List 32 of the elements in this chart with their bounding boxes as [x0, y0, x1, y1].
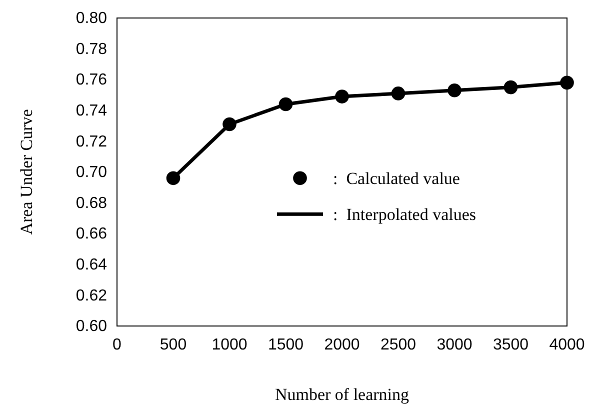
- point: [448, 83, 462, 98]
- x-axis-title: Number of learning: [274, 385, 410, 404]
- x-tick-label: 2000: [324, 336, 360, 354]
- y-tick-label: 0.72: [76, 133, 108, 150]
- y-tick-label: 0.76: [76, 72, 108, 89]
- point: [166, 171, 180, 186]
- point: [335, 90, 349, 104]
- x-tick-label: 3500: [492, 336, 529, 354]
- y-tick-label: 0.62: [76, 287, 108, 304]
- y-tick-label: 0.78: [76, 40, 108, 58]
- y-tick-label: 0.68: [76, 194, 108, 212]
- y-axis-title: Area Under Curve: [17, 109, 36, 235]
- x-tick-label: 500: [160, 336, 187, 354]
- point: [278, 97, 293, 112]
- x-tick-label: 4000: [549, 336, 585, 354]
- y-tick-label: 0.74: [76, 102, 108, 120]
- x-tick-label: 1000: [212, 336, 248, 354]
- x-tick-label: 2500: [380, 336, 416, 354]
- y-tick-label: 0.64: [76, 256, 108, 274]
- legend-label: : Calculated value: [333, 169, 460, 188]
- point: [391, 86, 406, 100]
- point: [222, 117, 236, 132]
- y-tick-label: 0.80: [76, 10, 108, 28]
- y-tick-label: 0.60: [76, 318, 108, 336]
- y-tick-label: 0.70: [76, 164, 108, 182]
- x-tick-label: 3000: [436, 336, 472, 354]
- y-tick-label: 0.66: [76, 226, 108, 243]
- legend-label: : Interpolated values: [333, 205, 476, 224]
- x-tick-label: 0: [112, 336, 122, 354]
- point: [560, 76, 574, 90]
- point: [504, 80, 518, 94]
- x-tick-label: 1500: [268, 336, 304, 354]
